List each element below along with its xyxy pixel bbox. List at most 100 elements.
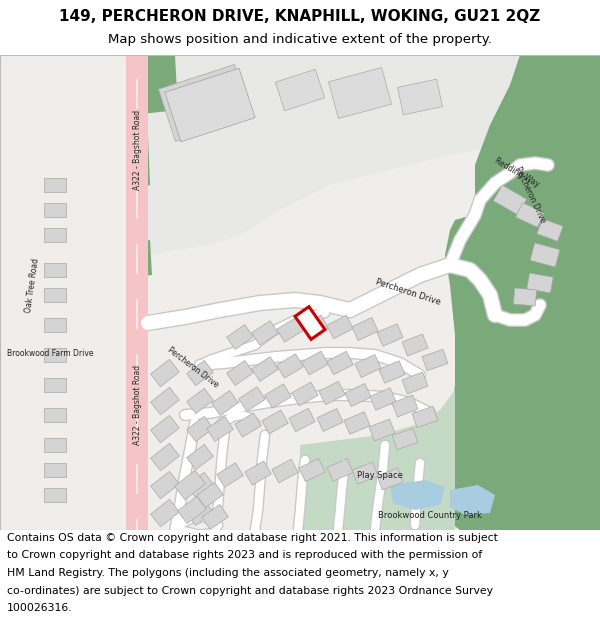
- Polygon shape: [135, 55, 560, 255]
- Bar: [272, 459, 298, 482]
- Bar: [178, 496, 206, 524]
- Bar: [44, 488, 66, 502]
- Bar: [262, 410, 288, 434]
- Text: Percheron Drive: Percheron Drive: [166, 345, 220, 389]
- Bar: [251, 321, 278, 345]
- Bar: [402, 334, 428, 356]
- Bar: [44, 228, 66, 242]
- Bar: [151, 359, 179, 387]
- Bar: [197, 482, 223, 508]
- Bar: [530, 243, 560, 267]
- Polygon shape: [300, 390, 455, 530]
- Bar: [165, 68, 255, 142]
- Bar: [295, 307, 325, 339]
- Text: Brookwood Farm Drive: Brookwood Farm Drive: [7, 349, 93, 358]
- Polygon shape: [450, 485, 495, 515]
- Bar: [187, 444, 213, 469]
- Text: Redding Way: Redding Way: [493, 157, 541, 189]
- Text: to Crown copyright and database rights 2023 and is reproduced with the permissio: to Crown copyright and database rights 2…: [7, 551, 482, 561]
- Bar: [245, 461, 271, 485]
- Bar: [327, 459, 353, 481]
- Bar: [277, 354, 303, 378]
- Bar: [44, 378, 66, 392]
- Bar: [327, 351, 353, 374]
- Bar: [402, 372, 428, 394]
- Bar: [151, 499, 179, 527]
- Text: HM Land Registry. The polygons (including the associated geometry, namely x, y: HM Land Registry. The polygons (includin…: [7, 568, 449, 578]
- Bar: [352, 318, 378, 341]
- Bar: [227, 324, 253, 349]
- Bar: [44, 463, 66, 477]
- Text: Percheron Drive: Percheron Drive: [513, 166, 547, 224]
- Bar: [151, 443, 179, 471]
- Bar: [329, 68, 391, 119]
- Bar: [377, 324, 403, 346]
- Text: Map shows position and indicative extent of the property.: Map shows position and indicative extent…: [108, 33, 492, 46]
- Bar: [493, 185, 527, 215]
- Bar: [377, 468, 403, 490]
- Bar: [412, 406, 438, 428]
- Bar: [44, 288, 66, 302]
- Bar: [527, 273, 553, 293]
- Bar: [239, 387, 265, 411]
- Bar: [44, 263, 66, 277]
- Bar: [422, 349, 448, 371]
- Bar: [158, 64, 251, 141]
- Bar: [319, 381, 345, 404]
- Bar: [369, 419, 395, 441]
- Bar: [289, 408, 315, 432]
- Bar: [217, 462, 244, 488]
- Bar: [344, 412, 370, 434]
- Bar: [44, 318, 66, 332]
- Bar: [292, 382, 318, 406]
- Bar: [355, 354, 381, 377]
- Bar: [370, 388, 396, 410]
- Bar: [44, 348, 66, 362]
- Bar: [44, 203, 66, 217]
- Polygon shape: [475, 55, 600, 295]
- Bar: [275, 69, 325, 111]
- Bar: [227, 361, 253, 386]
- Bar: [537, 219, 563, 241]
- Bar: [206, 417, 233, 441]
- Bar: [175, 470, 205, 500]
- Bar: [151, 388, 179, 415]
- Bar: [317, 409, 343, 431]
- Bar: [327, 316, 353, 339]
- Text: co-ordinates) are subject to Crown copyright and database rights 2023 Ordnance S: co-ordinates) are subject to Crown copyr…: [7, 586, 493, 596]
- Bar: [302, 351, 328, 375]
- Bar: [277, 318, 303, 342]
- Bar: [302, 315, 328, 339]
- Bar: [151, 415, 179, 442]
- Polygon shape: [132, 240, 152, 277]
- Polygon shape: [430, 210, 600, 530]
- Bar: [44, 438, 66, 452]
- Bar: [398, 79, 442, 115]
- Bar: [44, 408, 66, 422]
- Bar: [379, 361, 405, 383]
- Text: Percheron Drive: Percheron Drive: [374, 278, 442, 307]
- Text: A322 - Bagshot Road: A322 - Bagshot Road: [133, 365, 142, 445]
- Text: 100026316.: 100026316.: [7, 603, 73, 613]
- Bar: [392, 428, 418, 449]
- Text: A322 - Bagshot Road: A322 - Bagshot Road: [133, 110, 142, 190]
- Bar: [265, 384, 291, 408]
- Bar: [352, 462, 378, 484]
- Bar: [187, 472, 213, 498]
- Text: Oak Tree Road: Oak Tree Road: [24, 257, 40, 313]
- Bar: [151, 471, 179, 499]
- Polygon shape: [390, 480, 445, 510]
- Bar: [235, 413, 261, 437]
- Bar: [345, 384, 371, 406]
- Text: Play Space: Play Space: [357, 471, 403, 479]
- Bar: [44, 178, 66, 192]
- Polygon shape: [126, 55, 148, 530]
- Bar: [251, 357, 278, 381]
- Text: 149, PERCHERON DRIVE, KNAPHILL, WOKING, GU21 2QZ: 149, PERCHERON DRIVE, KNAPHILL, WOKING, …: [59, 9, 541, 24]
- Bar: [299, 458, 325, 482]
- Text: Brookwood Country Park: Brookwood Country Park: [378, 511, 482, 519]
- Bar: [187, 416, 213, 442]
- Bar: [212, 391, 238, 416]
- Polygon shape: [130, 55, 178, 115]
- Bar: [202, 504, 229, 529]
